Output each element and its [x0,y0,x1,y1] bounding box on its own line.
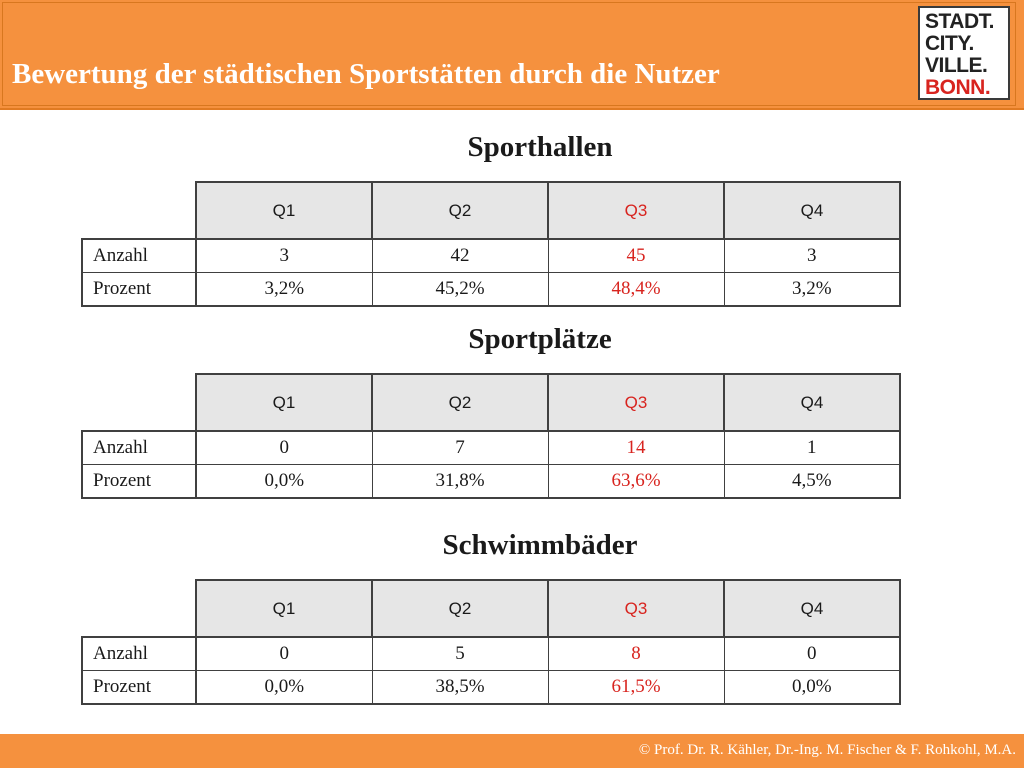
table-header-row: Q1 Q2 Q3 Q4 [82,579,901,638]
table-cell: 61,5% [547,670,725,705]
column-header-q4: Q4 [723,181,901,240]
table-cell: 0,0% [195,464,373,499]
column-header-q4: Q4 [723,373,901,432]
column-header-q3: Q3 [547,373,725,432]
table-header-row: Q1 Q2 Q3 Q4 [82,181,901,240]
table-sportplaetze: Q1 Q2 Q3 Q4 Anzahl 0 7 14 1 Prozent 0,0%… [81,373,901,499]
column-header-q1: Q1 [195,373,373,432]
row-label: Prozent [81,670,197,705]
row-label: Anzahl [81,430,197,465]
column-header-q3: Q3 [547,181,725,240]
column-header-q1: Q1 [195,579,373,638]
table-cell: 8 [547,636,725,671]
table-cell: 45 [547,238,725,273]
table-cell: 0,0% [195,670,373,705]
row-label: Anzahl [81,238,197,273]
section-title-schwimmbaeder: Schwimmbäder [442,529,638,561]
table-schwimmbaeder: Q1 Q2 Q3 Q4 Anzahl 0 5 8 0 Prozent 0,0% … [81,579,901,705]
table-cell: 0 [195,636,373,671]
column-header-q4: Q4 [723,579,901,638]
table-cell: 7 [371,430,549,465]
table-cell: 63,6% [547,464,725,499]
table-cell: 0 [723,636,901,671]
table-cell: 1 [723,430,901,465]
footer-bar: © Prof. Dr. R. Kähler, Dr.-Ing. M. Fisch… [0,734,1024,768]
table-row-anzahl: Anzahl 0 5 8 0 [81,636,901,671]
table-cell: 3,2% [195,272,373,307]
table-cell: 3 [195,238,373,273]
column-header-q3: Q3 [547,579,725,638]
table-cell: 45,2% [371,272,549,307]
table-corner [82,374,196,432]
row-label: Prozent [81,272,197,307]
column-header-q2: Q2 [371,181,549,240]
table-cell: 0,0% [723,670,901,705]
table-cell: 4,5% [723,464,901,499]
table-cell: 0 [195,430,373,465]
bonn-logo: STADT. CITY. VILLE. BONN. [918,6,1010,100]
table-cell: 3 [723,238,901,273]
table-cell: 3,2% [723,272,901,307]
table-row-prozent: Prozent 0,0% 31,8% 63,6% 4,5% [81,464,901,499]
section-title-sporthallen: Sporthallen [467,131,613,163]
logo-line-stadt: STADT. [925,10,994,33]
header-bar: Bewertung der städtischen Sportstätten d… [0,0,1024,110]
column-header-q2: Q2 [371,579,549,638]
section-title-sportplaetze: Sportplätze [468,323,612,355]
table-cell: 42 [371,238,549,273]
column-header-q2: Q2 [371,373,549,432]
table-corner [82,182,196,240]
table-cell: 31,8% [371,464,549,499]
logo-line-ville: VILLE. [925,54,988,77]
row-label: Prozent [81,464,197,499]
table-cell: 48,4% [547,272,725,307]
table-row-prozent: Prozent 0,0% 38,5% 61,5% 0,0% [81,670,901,705]
table-cell: 5 [371,636,549,671]
table-row-prozent: Prozent 3,2% 45,2% 48,4% 3,2% [81,272,901,307]
table-cell: 38,5% [371,670,549,705]
table-cell: 14 [547,430,725,465]
copyright-text: © Prof. Dr. R. Kähler, Dr.-Ing. M. Fisch… [638,742,1016,758]
logo-line-city: CITY. [925,32,974,55]
column-header-q1: Q1 [195,181,373,240]
table-row-anzahl: Anzahl 3 42 45 3 [81,238,901,273]
table-header-row: Q1 Q2 Q3 Q4 [82,373,901,432]
slide-title: Bewertung der städtischen Sportstätten d… [12,58,720,90]
row-label: Anzahl [81,636,197,671]
table-sporthallen: Q1 Q2 Q3 Q4 Anzahl 3 42 45 3 Prozent 3,2… [81,181,901,307]
table-row-anzahl: Anzahl 0 7 14 1 [81,430,901,465]
logo-line-bonn: BONN. [925,76,991,99]
header-frame [2,2,1016,106]
table-corner [82,580,196,638]
